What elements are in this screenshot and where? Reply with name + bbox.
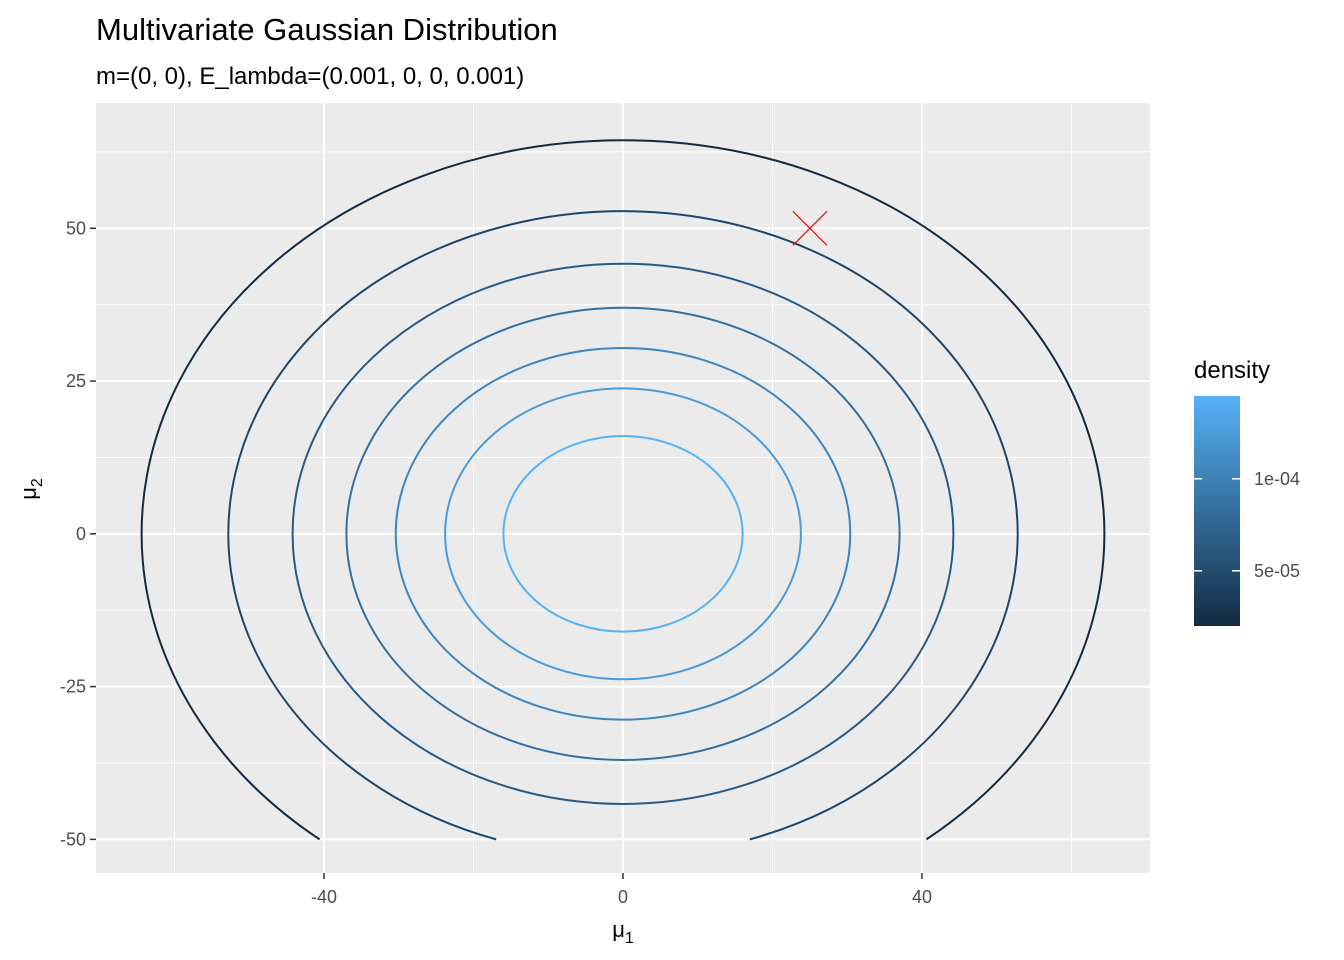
x-axis-label-sub: 1 <box>625 930 634 947</box>
legend-colorbar <box>1194 396 1240 626</box>
contour-line-6 <box>227 210 1019 841</box>
y-axis-label-sub: 2 <box>29 478 46 487</box>
x-axis-label-base: μ <box>612 917 625 942</box>
x-axis-label: μ1 <box>612 917 634 947</box>
contour-line-2 <box>444 387 802 681</box>
y-axis-label: μ2 <box>16 478 46 500</box>
contour-line-7 <box>140 139 1106 841</box>
x-tick-label: -40 <box>311 887 337 907</box>
contour-line-1 <box>502 435 744 633</box>
contour-line-5 <box>291 262 955 805</box>
legend: density 5e-05 1e-04 <box>1194 357 1300 626</box>
x-tick-label: 0 <box>618 887 628 907</box>
chart-title: Multivariate Gaussian Distribution <box>96 12 558 47</box>
y-tick-label: -25 <box>60 677 86 697</box>
legend-tick-label: 1e-04 <box>1254 469 1300 489</box>
y-tick-label: -50 <box>60 829 86 849</box>
legend-tick-label: 5e-05 <box>1254 561 1300 581</box>
y-tick-label: 0 <box>76 524 86 544</box>
chart-subtitle: m=(0, 0), E_lambda=(0.001, 0, 0, 0.001) <box>96 63 524 90</box>
y-tick-label: 25 <box>66 371 86 391</box>
x-axis-ticks: -40 0 40 <box>311 873 932 907</box>
y-axis-label-base: μ <box>16 487 41 500</box>
contour-lines <box>140 139 1106 841</box>
contour-line-3 <box>394 347 852 721</box>
y-tick-label: 50 <box>66 218 86 238</box>
contour-line-4 <box>345 306 901 761</box>
marker-layer <box>792 210 828 246</box>
legend-title: density <box>1194 357 1270 384</box>
x-tick-label: 40 <box>912 887 932 907</box>
marker-cross-stroke-2 <box>792 210 828 246</box>
legend-ticks: 5e-05 1e-04 <box>1194 469 1300 581</box>
y-axis-ticks: -50 -25 0 25 50 <box>60 218 96 849</box>
